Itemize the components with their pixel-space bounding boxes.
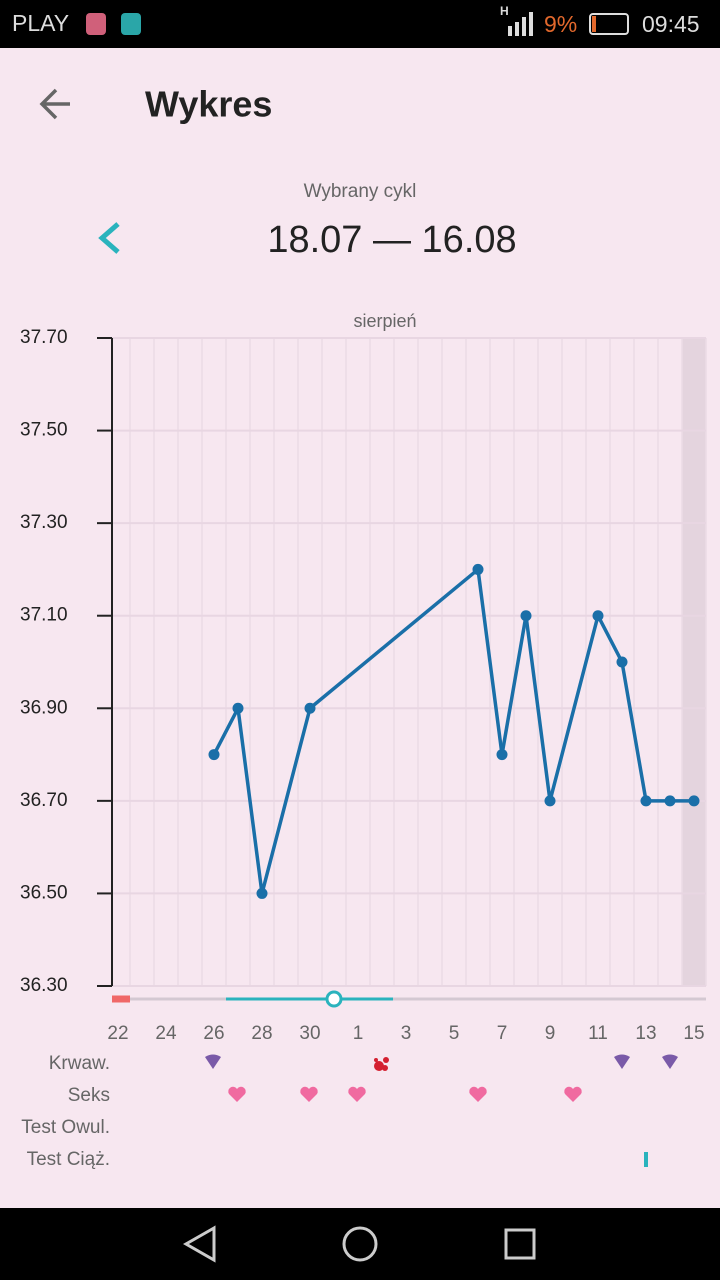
- tracking-row-label: Krwaw.: [49, 1053, 110, 1074]
- carrier: PLAY: [12, 10, 69, 36]
- heavy-bleeding-icon: [374, 1057, 389, 1071]
- y-tick-label: 36.50: [20, 882, 68, 903]
- data-point: [520, 610, 532, 622]
- nav-recent[interactable]: [504, 1228, 536, 1260]
- line-segment: [260, 706, 312, 896]
- app-icon: [86, 13, 106, 35]
- month-label: sierpień: [353, 311, 416, 331]
- x-tick-label: 13: [635, 1023, 656, 1044]
- data-point: [472, 563, 484, 575]
- x-tick-label: 11: [588, 1023, 608, 1044]
- line-segment: [524, 613, 552, 803]
- battery-level: 9%: [544, 11, 577, 37]
- x-tick-label: 30: [299, 1023, 320, 1044]
- sex-icons: [228, 1086, 582, 1102]
- nav-bar: [0, 1208, 720, 1280]
- battery-fill: [592, 16, 596, 32]
- line-segment: [212, 706, 240, 757]
- bleeding-icons: [205, 1054, 678, 1069]
- status-bar: [0, 0, 720, 48]
- data-point: [664, 795, 676, 807]
- clock: 09:45: [642, 11, 700, 37]
- data-point: [544, 795, 556, 807]
- y-tick-label: 37.30: [20, 512, 68, 533]
- x-tick-label: 5: [449, 1023, 460, 1044]
- y-tick-label: 36.30: [20, 975, 68, 996]
- line-segment: [308, 567, 480, 711]
- x-tick-label: 7: [497, 1023, 508, 1044]
- x-tick-label: 15: [683, 1023, 704, 1044]
- chart: 22 24 26 28 30 1 3 5 7 9 11 13 1536.3036.5036.7036.9…: [20, 327, 707, 1044]
- tracking-row-label: Test Owul.: [21, 1117, 110, 1138]
- nav-home[interactable]: [342, 1226, 378, 1262]
- y-tick-label: 37.50: [20, 420, 68, 441]
- line-segment: [236, 706, 264, 896]
- data-point: [688, 795, 700, 807]
- pregnancy-test-icon: [644, 1152, 648, 1167]
- battery-icon: [589, 13, 629, 35]
- x-tick-label: 28: [251, 1023, 272, 1044]
- x-tick-label: 3: [401, 1023, 412, 1044]
- data-point: [592, 610, 604, 622]
- tracking-row-label: Seks: [68, 1085, 110, 1106]
- previous-cycle[interactable]: [98, 222, 120, 254]
- data-point: [640, 795, 652, 807]
- data-point: [616, 656, 628, 668]
- data-point: [208, 749, 220, 761]
- network-type: H: [500, 4, 509, 18]
- cycle-range: 18.07 — 16.08: [267, 219, 516, 261]
- data-point: [256, 887, 268, 899]
- y-tick-label: 36.90: [20, 697, 68, 718]
- y-tick-label: 36.70: [20, 790, 68, 811]
- back-button[interactable]: [39, 88, 70, 120]
- line-segment: [500, 613, 528, 757]
- cycle-label: Wybrany cykl: [304, 181, 417, 202]
- page-title: Wykres: [145, 84, 272, 125]
- tracking-row-label: Test Ciąż.: [27, 1149, 110, 1170]
- x-tick-label: 9: [545, 1023, 556, 1044]
- data-point: [496, 749, 508, 761]
- line-segment: [548, 613, 600, 803]
- x-tick-label: 1: [353, 1023, 364, 1044]
- nav-back[interactable]: [182, 1225, 216, 1263]
- y-tick-label: 37.70: [20, 327, 68, 348]
- ovulation-marker[interactable]: [325, 990, 343, 1008]
- data-point: [232, 702, 244, 714]
- app-icon: [121, 13, 141, 35]
- signal: [508, 12, 533, 36]
- y-tick-label: 37.10: [20, 605, 68, 626]
- data-point: [304, 702, 316, 714]
- x-tick-label: 24: [155, 1023, 177, 1044]
- line-segment: [476, 567, 504, 757]
- line-segment: [620, 660, 648, 803]
- x-tick-label: 26: [203, 1023, 224, 1044]
- today-column: [682, 338, 706, 986]
- line-segment: [596, 613, 624, 664]
- x-tick-label: 22: [107, 1023, 128, 1044]
